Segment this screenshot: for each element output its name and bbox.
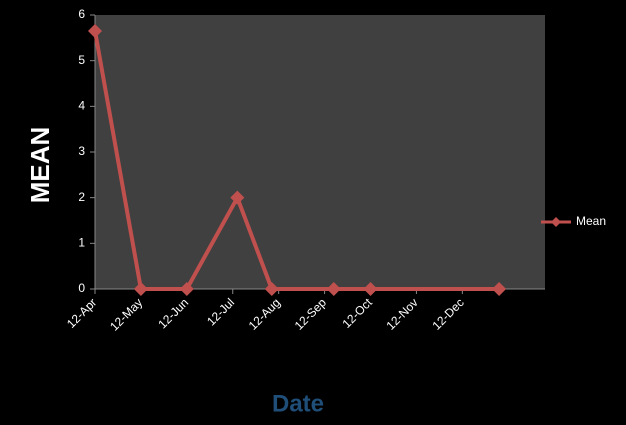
point [230, 190, 245, 205]
x-axis-title: Date [272, 390, 324, 417]
y-axis-title: MEAN [25, 127, 55, 204]
point [179, 282, 194, 296]
legend-marker [551, 217, 561, 227]
y-tick-label: 0 [78, 281, 85, 295]
y-tick-label: 6 [78, 7, 85, 21]
y-tick-label: 4 [78, 99, 85, 113]
point [88, 23, 102, 38]
legend-label: Mean [576, 214, 606, 228]
point [326, 282, 341, 296]
point [264, 282, 279, 296]
point [492, 282, 507, 296]
y-tick-label: 5 [78, 53, 85, 67]
y-tick-label: 2 [78, 190, 85, 204]
plot-area [95, 15, 545, 289]
point [133, 282, 148, 296]
y-tick-label: 1 [78, 236, 85, 250]
y-tick-label: 3 [78, 144, 85, 158]
point [363, 282, 378, 296]
